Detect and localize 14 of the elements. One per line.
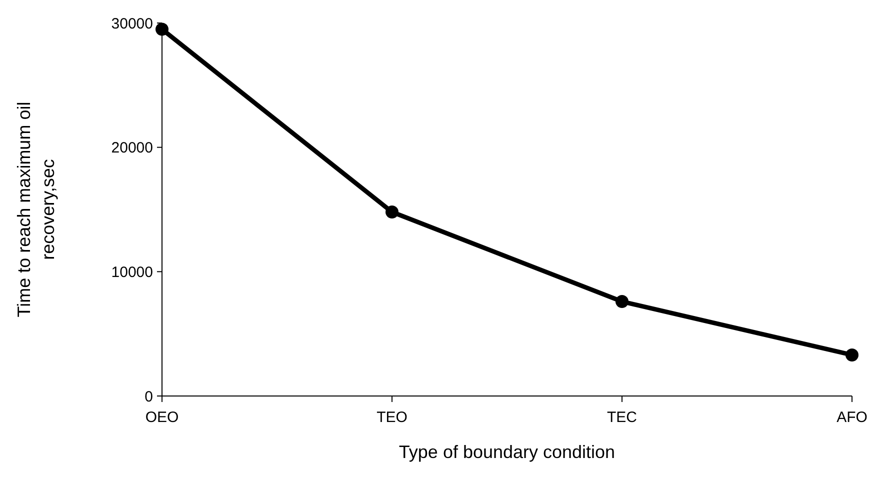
- x-tick-label: TEO: [376, 409, 408, 426]
- y-tick-label: 10000: [111, 264, 153, 281]
- x-tick-label: OEO: [145, 409, 179, 426]
- point: [386, 205, 398, 218]
- point: [616, 295, 628, 308]
- y-tick-label: 0: [144, 388, 153, 406]
- y-tick-label: 20000: [111, 140, 153, 157]
- x-tick-label: AFO: [836, 409, 868, 426]
- x-tick-label: TEC: [607, 409, 638, 426]
- point: [156, 22, 168, 36]
- x-axis-title: Type of boundary condition: [398, 442, 616, 462]
- y-tick-label: 30000: [111, 15, 153, 32]
- point: [846, 348, 858, 362]
- y-axis-title: Time to reach maximum oil recovery,sec: [14, 102, 58, 318]
